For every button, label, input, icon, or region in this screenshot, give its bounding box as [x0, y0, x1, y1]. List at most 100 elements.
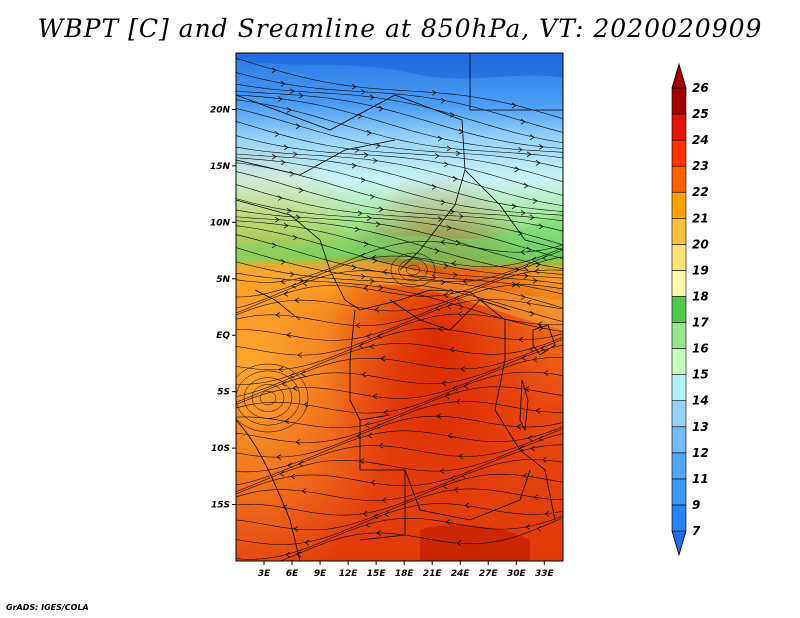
streamline-arrow	[529, 346, 535, 352]
lon-tick-label: 30E	[507, 569, 527, 579]
streamline-arrow	[523, 273, 529, 279]
streamline-arrow	[445, 519, 451, 525]
colorbar-label: 15	[692, 368, 709, 382]
streamline-arrow	[363, 285, 369, 292]
streamline-arrow	[280, 278, 286, 285]
streamline	[236, 108, 563, 169]
streamline	[236, 371, 563, 414]
streamline-arrow	[529, 134, 535, 141]
streamline-arrow	[516, 423, 522, 430]
streamline-arrow	[360, 177, 366, 183]
streamline-arrow	[351, 264, 357, 271]
streamline-arrow	[366, 333, 372, 339]
streamline-arrow	[440, 199, 446, 206]
streamline-arrow	[518, 336, 524, 343]
streamline-arrow	[357, 210, 363, 217]
lat-tick-label: 15S	[211, 501, 230, 511]
streamline-arrow	[383, 409, 389, 416]
lon-tick-label: 12E	[339, 569, 359, 579]
lon-tick-label: 6E	[286, 569, 299, 579]
colorbar-segment	[671, 348, 687, 375]
streamline	[236, 444, 563, 495]
streamline-arrow	[532, 277, 538, 284]
streamline-arrow	[275, 312, 281, 318]
streamline-arrow	[271, 67, 277, 73]
colorbar-segment	[671, 478, 687, 506]
streamline-arrow	[452, 385, 458, 391]
streamline	[236, 241, 563, 283]
streamline-arrow	[526, 151, 532, 158]
streamline	[236, 428, 563, 486]
streamline-arrow	[271, 153, 277, 160]
swirl-streamline	[406, 264, 420, 276]
streamline	[236, 313, 563, 356]
streamline-arrow	[444, 393, 450, 400]
streamline	[236, 328, 563, 371]
streamline	[236, 386, 563, 429]
streamline-arrow	[375, 221, 381, 227]
colorbar-label: 7	[692, 524, 701, 538]
lat-tick-label: 20N	[210, 105, 231, 115]
colorbar-label: 24	[692, 133, 709, 147]
streamline-arrow	[458, 453, 464, 460]
colorbar-segment	[671, 400, 687, 428]
streamline	[236, 99, 563, 159]
streamline-arrow	[436, 413, 442, 419]
colorbar-segment	[671, 374, 687, 402]
streamline-arrow	[440, 97, 446, 104]
streamline	[236, 284, 563, 326]
streamline-arrow	[442, 483, 448, 489]
streamline	[236, 269, 563, 316]
streamline-arrow	[446, 303, 452, 310]
streamline-arrow	[366, 215, 372, 221]
colorbar-label: 12	[692, 446, 709, 460]
colorbar-label: 13	[692, 420, 709, 434]
swirl-streamline	[398, 258, 428, 282]
streamline	[236, 216, 563, 275]
streamline-arrow	[544, 511, 550, 517]
streamline-arrow	[463, 383, 469, 389]
streamline	[236, 90, 563, 149]
streamline-arrow	[293, 526, 299, 532]
streamline	[236, 72, 563, 133]
wbpt-field	[236, 53, 563, 561]
streamline	[236, 336, 563, 385]
colorbar-label: 22	[692, 185, 709, 199]
streamline-arrow	[434, 153, 440, 159]
streamline-arrow	[535, 407, 541, 414]
streamline-arrow	[298, 92, 304, 99]
streamline	[236, 256, 563, 314]
colorbar-label: 19	[692, 263, 709, 277]
streamline	[236, 247, 563, 309]
streamline-arrow	[440, 239, 446, 245]
colorbar: 7 9 11 12 13 14 15 16 17 18 19 20 21 22 23 24 25 26	[671, 62, 709, 557]
streamline-arrow	[530, 445, 536, 452]
streamline-arrow	[378, 284, 384, 291]
streamline-arrow	[278, 366, 284, 373]
streamline	[236, 247, 563, 298]
streamline-arrow	[538, 435, 544, 442]
streamline-arrow	[295, 214, 301, 221]
lon-tick-label: 18E	[395, 569, 415, 579]
streamline-arrow	[451, 260, 457, 267]
streamline-arrow	[520, 118, 526, 125]
streamline	[236, 459, 563, 501]
streamline-arrow	[520, 249, 526, 255]
streamline-arrow	[526, 300, 532, 306]
streamline	[236, 198, 563, 259]
streamline-arrow	[378, 442, 384, 449]
streamline-arrow	[358, 342, 364, 349]
lat-tick-label: 15N	[210, 162, 231, 172]
streamline-arrow	[526, 246, 532, 253]
streamline	[236, 415, 563, 458]
swirl-streamline	[243, 377, 293, 419]
streamline-arrow	[533, 494, 539, 501]
streamline-arrow	[541, 456, 547, 463]
streamline-arrow	[458, 304, 464, 310]
streamline-arrow	[536, 525, 542, 532]
streamline-arrow	[289, 88, 295, 94]
streamline-arrow	[286, 208, 292, 214]
colorbar-segment	[671, 87, 687, 115]
streamline-arrow	[375, 423, 381, 430]
